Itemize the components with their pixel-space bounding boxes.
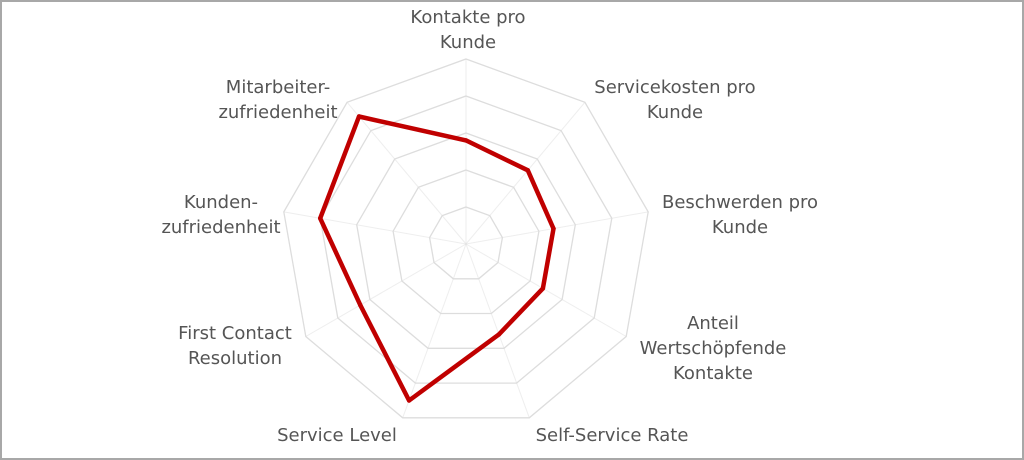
radar-grid [283, 58, 649, 419]
grid-ring-3 [356, 132, 576, 349]
series-line-1 [317, 114, 556, 403]
axis-label-1: Kontakte pro Kunde [410, 7, 525, 53]
radar-spokes [283, 59, 649, 418]
axis-label-2: Servicekosten pro Kunde [594, 77, 755, 123]
grid-ring-5 [283, 58, 649, 419]
grid-ring-4 [319, 95, 613, 384]
axis-label-line: Service Level [277, 425, 397, 446]
axis-label-3: Beschwerden pro Kunde [662, 192, 818, 238]
axis-label-line: Mitarbeiter- [226, 77, 330, 98]
axis-label-line: Self-Service Rate [536, 425, 689, 446]
radar-series [317, 114, 556, 403]
axis-label-line: Kontakte [673, 363, 753, 384]
data-point-3 [551, 226, 556, 231]
grid-spoke-4 [465, 243, 627, 337]
axis-label-line: Kunde [712, 217, 768, 238]
grid-ring-2 [392, 169, 540, 315]
data-point-9 [356, 114, 362, 119]
axis-label-line: Resolution [188, 348, 282, 369]
axis-label-5: Self-Service Rate [536, 425, 689, 446]
grid-spoke-6 [402, 243, 467, 418]
axis-label-line: Servicekosten pro [594, 77, 755, 98]
axis-label-7: First Contact Resolution [178, 323, 292, 369]
data-point-6 [406, 398, 412, 403]
data-point-4 [540, 286, 546, 291]
data-point-7 [358, 302, 363, 308]
axis-label-line: Kontakte pro [410, 7, 525, 28]
axis-label-line: Wertschöpfende [640, 338, 787, 359]
data-point-1 [463, 138, 469, 143]
axis-label-line: Anteil [687, 313, 739, 334]
grid-spoke-5 [465, 243, 530, 418]
axis-label-line: Beschwerden pro [662, 192, 818, 213]
axis-label-line: Kunde [647, 102, 703, 123]
axis-label-8: Kunden-zufriedenheit [161, 192, 280, 238]
data-point-2 [525, 168, 530, 173]
grid-spoke-7 [305, 243, 467, 337]
axis-label-6: Service Level [277, 425, 397, 446]
axis-label-4: Anteil Wertschöpfende Kontakte [640, 313, 787, 384]
grid-spoke-3 [465, 211, 649, 245]
axis-label-line: First Contact [178, 323, 292, 344]
axis-label-line: zufriedenheit [218, 102, 337, 123]
grid-spoke-9 [346, 101, 467, 245]
axis-label-line: Kunde [440, 32, 496, 53]
axis-label-line: Kunden- [184, 192, 258, 213]
axis-label-9: Mitarbeiter-zufriedenheit [218, 77, 337, 123]
grid-spoke-8 [283, 211, 467, 245]
grid-spoke-2 [465, 101, 586, 245]
axis-label-line: zufriedenheit [161, 217, 280, 238]
data-point-8 [318, 216, 323, 221]
grid-ring-1 [428, 206, 504, 280]
data-point-5 [496, 332, 502, 337]
